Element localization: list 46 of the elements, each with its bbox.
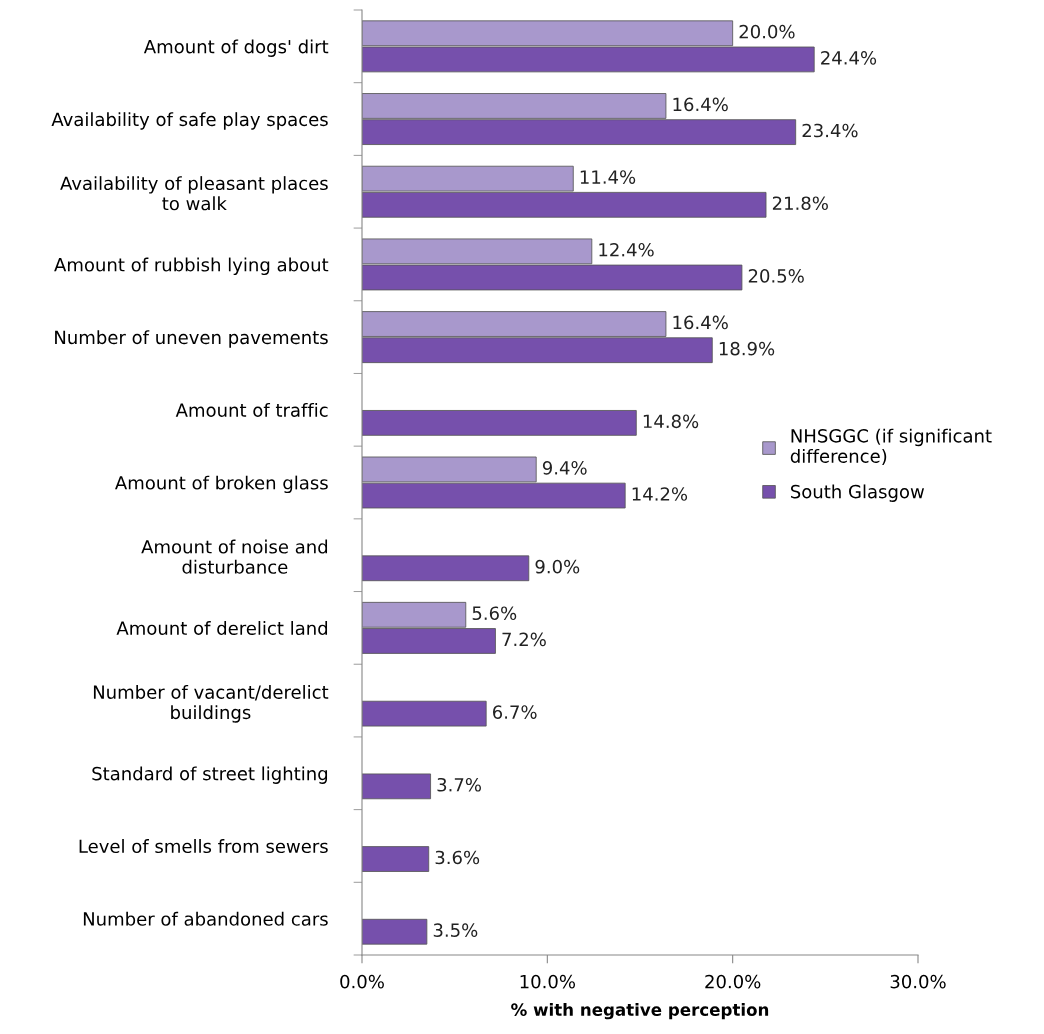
data-label: 23.4% [802, 123, 858, 138]
legend-label: NHSGGC (if significant difference) [790, 428, 992, 466]
bar [362, 773, 431, 800]
y-tick-label: Amount of noise and disturbance [141, 539, 328, 574]
data-label: 14.2% [632, 487, 688, 501]
data-label: 9.4% [542, 461, 587, 475]
data-label: 18.9% [719, 341, 775, 356]
y-tick-label: Standard of street lighting [92, 766, 328, 784]
y-tick-label: Number of abandoned cars [83, 911, 328, 926]
data-label: 3.5% [433, 923, 478, 937]
data-label: 21.8% [772, 196, 828, 211]
data-label: 9.0% [535, 559, 580, 574]
data-label: 11.4% [580, 170, 636, 184]
x-tick-label: 30.0% [890, 974, 946, 989]
x-tick-label: 0.0% [340, 974, 384, 989]
data-label: 7.2% [502, 632, 546, 647]
y-tick-label: Number of vacant/derelict buildings [93, 684, 329, 723]
bar [362, 700, 487, 727]
data-label: 5.6% [472, 606, 517, 621]
data-label: 20.5% [748, 269, 804, 283]
y-tick-label: Amount of broken glass [115, 475, 328, 494]
data-label: 6.7% [492, 705, 537, 719]
data-label: 16.4% [673, 315, 728, 330]
y-tick-label: Level of smells from sewers [79, 839, 328, 854]
y-tick-label: Amount of dogs' dirt [143, 39, 329, 57]
y-tick-label: Amount of traffic [175, 402, 328, 417]
legend-label: South Glasgow [790, 484, 924, 502]
x-tick-label: 20.0% [705, 974, 761, 989]
data-label: 3.7% [437, 777, 481, 792]
data-label: 14.8% [643, 414, 699, 429]
bar [362, 846, 430, 872]
y-tick-label: Number of uneven pavements [55, 330, 328, 348]
y-tick-label: Amount of derelict land [116, 621, 328, 635]
y-tick-label: Amount of rubbish lying about [54, 257, 329, 276]
bar [362, 410, 637, 436]
data-label: 16.4% [673, 97, 728, 112]
data-label: 12.4% [599, 242, 654, 257]
bar [362, 918, 428, 945]
y-tick-label: Availability of safe play spaces [51, 112, 328, 130]
data-label: 3.6% [435, 850, 480, 865]
data-label: 20.0% [739, 24, 795, 39]
data-label: 24.4% [821, 51, 877, 65]
x-axis-title: % with negative perception [511, 1003, 769, 1020]
x-tick-label: 10.0% [520, 974, 576, 989]
bar [362, 555, 530, 582]
y-tick-label: Availability of pleasant places to walk [60, 176, 328, 211]
